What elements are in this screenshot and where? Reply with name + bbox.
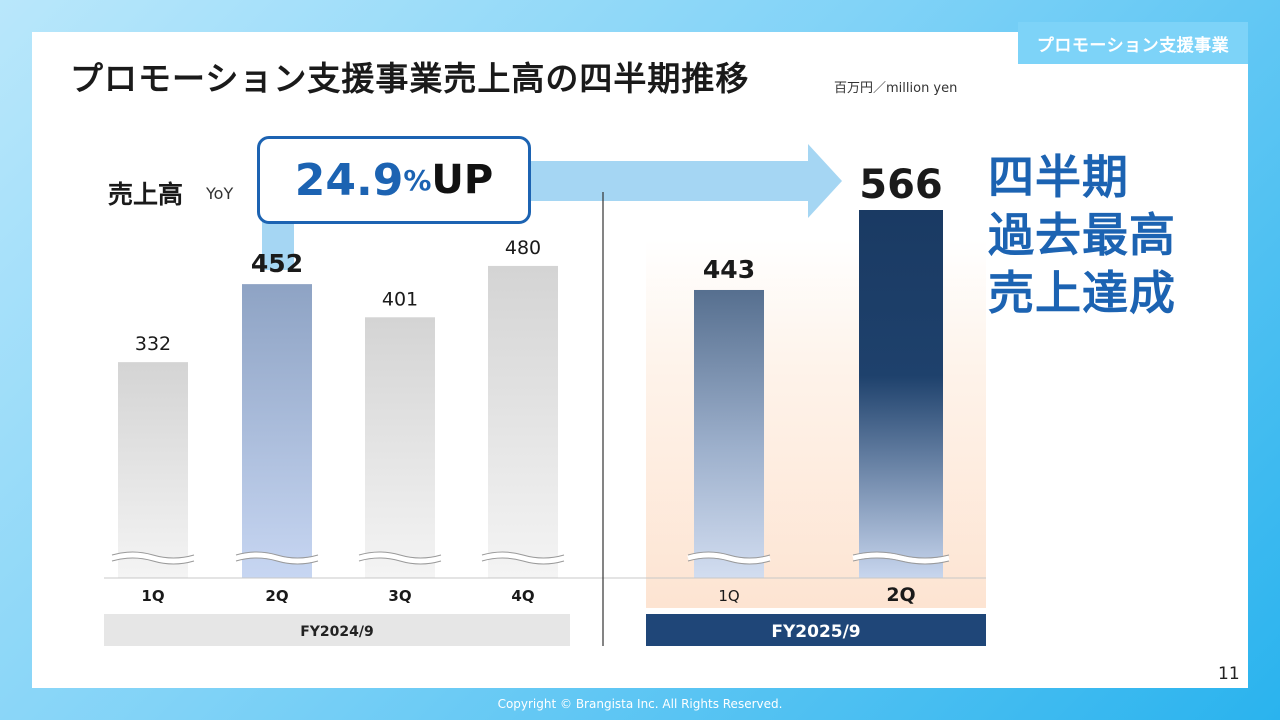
axis-break-mark <box>481 552 565 564</box>
axis-break-line <box>481 557 565 565</box>
axis-break-line <box>111 557 195 565</box>
yoy-suffix: UP <box>431 157 494 203</box>
unit-label: 百万円／million yen <box>834 81 958 96</box>
axis-break-line <box>235 551 319 559</box>
copyright: Copyright © Brangista Inc. All Rights Re… <box>497 697 783 711</box>
axis-break-line <box>852 551 950 559</box>
data-label: 566 <box>859 162 943 208</box>
bar-FY2025/9-1Q <box>694 289 764 578</box>
category-label: 4Q <box>511 587 534 605</box>
axis-break-line <box>687 557 771 565</box>
slide-card <box>32 32 1248 688</box>
yoy-value: 24.9 <box>294 154 404 206</box>
axis-break-mark <box>687 552 771 564</box>
data-label: 443 <box>703 255 755 284</box>
axis-break-line <box>687 551 771 559</box>
yoy-arrow-stem <box>262 222 294 270</box>
data-label: 452 <box>251 249 303 278</box>
axis-break-line <box>852 557 950 565</box>
yoy-percent: % <box>403 163 432 197</box>
fy2025-label-bar <box>646 614 986 646</box>
page-number: 11 <box>1218 664 1240 684</box>
axis-break-mark <box>111 552 195 564</box>
axis-break-line <box>235 557 319 565</box>
yoy-box: 24.9% UP <box>257 136 531 224</box>
axis-break-line <box>111 551 195 559</box>
bar-FY2025/9-2Q <box>859 210 943 578</box>
record-highlight: 四半期 過去最高 売上達成 <box>988 148 1176 322</box>
category-label: 2Q <box>886 584 915 606</box>
page-title: プロモーション支援事業売上高の四半期推移 <box>70 59 750 98</box>
data-label: 401 <box>382 288 418 310</box>
section-tab: プロモーション支援事業 <box>1018 22 1248 64</box>
data-label: 480 <box>505 237 541 259</box>
category-label: 2Q <box>265 587 288 605</box>
bar-FY2024/9-3Q <box>365 317 435 578</box>
category-label: 3Q <box>388 587 411 605</box>
bar-FY2024/9-2Q <box>242 284 312 578</box>
axis-break-line <box>358 551 442 559</box>
record-line-2: 過去最高 <box>988 208 1176 262</box>
yoy-arrow-head <box>808 144 842 218</box>
bar-FY2024/9-1Q <box>118 362 188 578</box>
yoy-label: 売上高 <box>108 180 184 209</box>
yoy-arrow-shaft <box>530 161 812 201</box>
bar-FY2024/9-4Q <box>488 265 558 578</box>
category-label: 1Q <box>141 587 164 605</box>
group-label: FY2025/9 <box>771 622 860 642</box>
data-label: 332 <box>135 333 171 355</box>
axis-break-mark <box>358 552 442 564</box>
axis-break-mark <box>852 552 950 564</box>
axis-break-line <box>358 557 442 565</box>
fy2024-label-bar <box>104 614 570 646</box>
group-label: FY2024/9 <box>300 624 374 640</box>
axis-break-mark <box>235 552 319 564</box>
yoy-sub: YoY <box>206 184 234 203</box>
record-line-3: 売上達成 <box>988 266 1176 320</box>
axis-break-line <box>481 551 565 559</box>
record-line-1: 四半期 <box>988 150 1129 204</box>
category-label: 1Q <box>718 587 739 605</box>
